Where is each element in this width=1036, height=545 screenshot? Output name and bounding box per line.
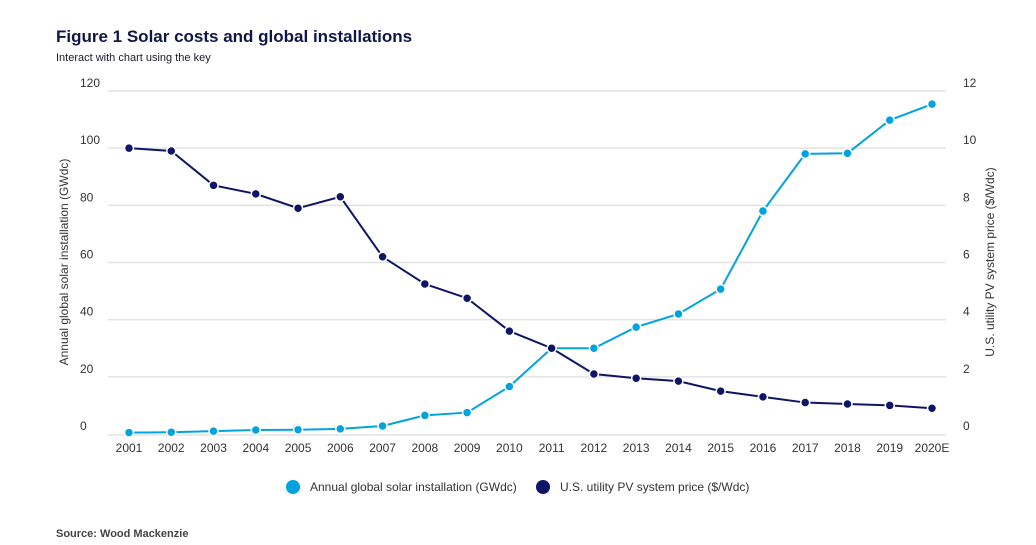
data-point[interactable]	[504, 381, 515, 392]
chart-title: Figure 1 Solar costs and global installa…	[56, 27, 413, 46]
legend-label: Annual global solar installation (GWdc)	[310, 480, 517, 494]
x-tick: 2011	[539, 441, 565, 455]
data-point[interactable]	[377, 420, 388, 432]
x-tick: 2005	[285, 441, 312, 455]
y-left-tick: 20	[80, 362, 94, 376]
data-point[interactable]	[377, 251, 388, 263]
data-point[interactable]	[842, 148, 853, 159]
y-left-label: Annual global solar installation (GWdc)	[57, 159, 71, 366]
x-tick: 2013	[623, 441, 650, 455]
y-left-tick: 40	[80, 305, 94, 319]
data-point[interactable]	[926, 403, 938, 414]
data-point[interactable]	[208, 425, 219, 437]
y-right-tick: 2	[963, 362, 970, 376]
data-point[interactable]	[884, 400, 895, 411]
data-point[interactable]	[250, 188, 262, 200]
data-point[interactable]	[799, 148, 811, 160]
data-point[interactable]	[588, 343, 600, 354]
data-point[interactable]	[123, 142, 135, 154]
x-tick: 2006	[327, 441, 354, 455]
data-point[interactable]	[630, 373, 642, 384]
data-point[interactable]	[673, 308, 684, 320]
data-point[interactable]	[166, 145, 177, 157]
data-point[interactable]	[842, 398, 853, 410]
x-tick: 2009	[454, 441, 481, 455]
data-point[interactable]	[419, 410, 431, 421]
data-point[interactable]	[461, 292, 473, 304]
data-point[interactable]	[799, 397, 811, 408]
x-tick: 2014	[665, 441, 692, 455]
x-tick: 2004	[242, 441, 269, 455]
data-point[interactable]	[715, 385, 726, 397]
legend-label: U.S. utility PV system price ($/Wdc)	[560, 480, 749, 494]
y-left-tick: 120	[80, 76, 100, 90]
legend-item[interactable]: U.S. utility PV system price ($/Wdc)	[536, 480, 749, 494]
y-left-tick: 100	[80, 133, 100, 147]
x-tick: 2001	[116, 441, 143, 455]
x-tick: 2017	[792, 441, 819, 455]
y-left-tick: 80	[80, 190, 94, 204]
data-point[interactable]	[461, 407, 473, 418]
y-right-label: U.S. utility PV system price ($/Wdc)	[983, 167, 997, 356]
x-tick: 2019	[876, 441, 903, 455]
source-note: Source: Wood Mackenzie	[56, 528, 189, 540]
y-right-tick: 10	[963, 133, 977, 147]
y-right-tick: 4	[963, 305, 970, 319]
x-tick: 2015	[707, 441, 734, 455]
x-tick: 2007	[369, 441, 396, 455]
data-point[interactable]	[335, 423, 346, 435]
x-tick: 2016	[750, 441, 777, 455]
series-line	[128, 103, 933, 434]
data-point[interactable]	[250, 424, 262, 436]
data-point[interactable]	[335, 191, 346, 203]
y-right-tick: 12	[963, 76, 977, 90]
series-line	[128, 147, 933, 410]
legend-marker	[286, 480, 300, 494]
data-point[interactable]	[588, 368, 600, 380]
data-point[interactable]	[123, 427, 135, 438]
data-point[interactable]	[166, 427, 177, 438]
y-left-tick: 0	[80, 419, 87, 433]
data-point[interactable]	[757, 391, 769, 403]
data-point[interactable]	[292, 202, 304, 214]
data-point[interactable]	[884, 114, 895, 126]
data-point[interactable]	[630, 321, 642, 333]
y-left-tick: 60	[80, 248, 94, 262]
data-point[interactable]	[546, 343, 557, 354]
chart-subtitle: Interact with chart using the key	[56, 52, 211, 64]
x-tick: 2008	[411, 441, 438, 455]
data-point[interactable]	[292, 424, 304, 435]
data-point[interactable]	[419, 278, 431, 290]
data-point[interactable]	[504, 325, 515, 337]
x-tick: 2010	[496, 441, 523, 455]
legend-item[interactable]: Annual global solar installation (GWdc)	[286, 480, 517, 494]
x-tick: 2012	[581, 441, 608, 455]
y-right-tick: 6	[963, 248, 970, 262]
x-tick: 2018	[834, 441, 861, 455]
x-tick: 2020E	[915, 441, 950, 455]
legend-marker	[536, 480, 550, 494]
y-right-tick: 8	[963, 190, 970, 204]
data-point[interactable]	[715, 283, 726, 295]
data-point[interactable]	[673, 375, 684, 387]
y-right-tick: 0	[963, 419, 970, 433]
x-tick: 2003	[200, 441, 227, 455]
data-point[interactable]	[208, 180, 219, 191]
data-point[interactable]	[926, 98, 938, 110]
x-tick: 2002	[158, 441, 185, 455]
data-point[interactable]	[757, 205, 769, 217]
